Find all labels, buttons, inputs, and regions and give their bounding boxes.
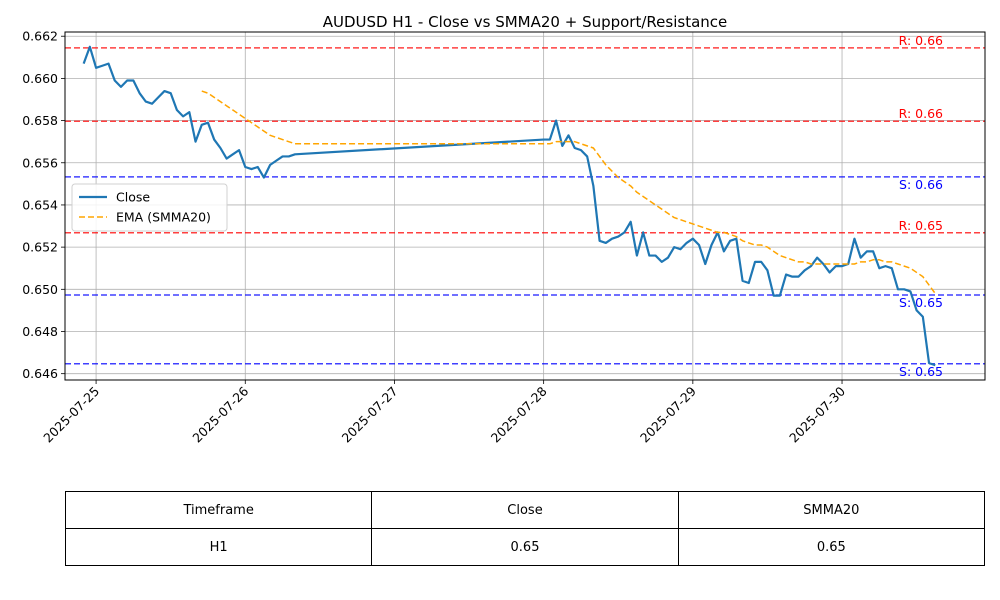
legend-box xyxy=(71,183,228,232)
table-cell: 0.65 xyxy=(371,528,679,566)
summary-table: Timeframe Close SMMA20 H1 0.65 0.65 xyxy=(64,491,986,566)
x-tick-label: 2025-07-28 xyxy=(488,383,550,445)
table-header-cell: SMMA20 xyxy=(677,491,986,529)
legend-label-smma: EMA (SMMA20) xyxy=(116,210,211,225)
chart-title: AUDUSD H1 - Close vs SMMA20 + Support/Re… xyxy=(323,13,728,31)
y-axis: 0.646 0.648 0.650 0.652 0.654 0.656 0.658 0.660… xyxy=(22,29,65,381)
price-chart: AUDUSD H1 - Close vs SMMA20 + Support/Re… xyxy=(22,13,986,445)
x-tick-label: 2025-07-30 xyxy=(786,383,848,445)
y-tick-label: 0.660 xyxy=(22,71,58,86)
y-tick-label: 0.654 xyxy=(22,197,58,212)
table-cell: 0.65 xyxy=(677,528,986,566)
support-level-label: S: 0.65 xyxy=(899,295,943,310)
y-tick-label: 0.648 xyxy=(22,324,58,339)
legend-label-close: Close xyxy=(116,190,150,205)
table-header-cell: Close xyxy=(371,491,679,529)
x-axis: 2025-07-25 2025-07-26 2025-07-27 2025-07-28… xyxy=(40,380,848,445)
y-tick-label: 0.650 xyxy=(22,282,58,297)
resistance-level-label: R: 0.66 xyxy=(899,106,943,121)
table-header-cell: Timeframe xyxy=(64,491,373,529)
support-level-label: S: 0.65 xyxy=(899,364,943,379)
support-level-label: S: 0.66 xyxy=(899,177,943,192)
close-series-line xyxy=(82,45,936,367)
legend: Close EMA (SMMA20) xyxy=(71,183,228,232)
table-row: H1 0.65 0.65 xyxy=(64,528,986,566)
smma-series-line xyxy=(201,90,936,294)
level-labels: R: 0.66 R: 0.66 S: 0.66 R: 0.65 S: 0.65 S: 0.… xyxy=(899,33,943,379)
x-tick-label: 2025-07-26 xyxy=(189,383,251,445)
table-cell: H1 xyxy=(64,528,373,566)
x-tick-label: 2025-07-29 xyxy=(637,383,699,445)
y-tick-label: 0.656 xyxy=(22,155,58,170)
support-resistance-levels xyxy=(65,47,985,365)
x-tick-label: 2025-07-27 xyxy=(339,384,401,446)
y-tick-label: 0.658 xyxy=(22,113,58,128)
x-tick-label: 2025-07-25 xyxy=(40,384,102,446)
plot-frame xyxy=(64,31,986,381)
series-lines xyxy=(82,45,936,367)
resistance-level-label: R: 0.66 xyxy=(899,33,943,48)
table-header-row: Timeframe Close SMMA20 xyxy=(64,491,986,529)
y-tick-label: 0.652 xyxy=(22,240,58,255)
y-tick-label: 0.662 xyxy=(22,29,58,44)
y-tick-label: 0.646 xyxy=(22,366,58,381)
resistance-level-label: R: 0.65 xyxy=(899,218,943,233)
gridlines xyxy=(65,32,985,380)
